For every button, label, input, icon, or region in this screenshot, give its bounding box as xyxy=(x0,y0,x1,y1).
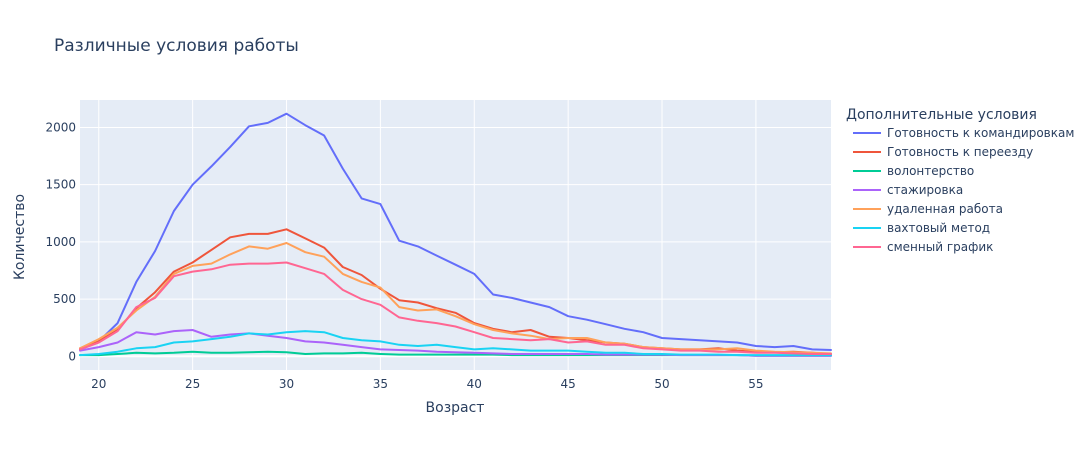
grid-lines xyxy=(80,100,831,370)
legend-title: Дополнительные условия xyxy=(846,107,1037,123)
series-line-7[interactable] xyxy=(79,261,832,355)
x-tick-label: 45 xyxy=(561,377,576,391)
legend-item-1[interactable]: Готовность к командировкам xyxy=(853,126,1074,140)
y-tick-label: 1000 xyxy=(45,235,76,249)
legend-item-4[interactable]: стажировка xyxy=(853,183,963,197)
x-tick-label: 20 xyxy=(91,377,106,391)
legend-item-6[interactable]: вахтовый метод xyxy=(853,221,990,235)
series-line-1[interactable] xyxy=(79,112,832,351)
series-lines xyxy=(79,112,832,357)
y-tick-label: 0 xyxy=(68,349,76,363)
legend-item-7[interactable]: сменный график xyxy=(853,240,993,254)
legend-label: Готовность к командировкам xyxy=(887,126,1074,140)
legend: Готовность к командировкам Готовность к п… xyxy=(853,126,1074,254)
legend-label: Готовность к переезду xyxy=(887,145,1033,159)
legend-label: стажировка xyxy=(887,183,963,197)
plot-area xyxy=(80,100,831,370)
legend-label: сменный график xyxy=(887,240,993,254)
legend-label: волонтерство xyxy=(887,164,974,178)
x-tick-label: 40 xyxy=(467,377,482,391)
legend-item-3[interactable]: волонтерство xyxy=(853,164,974,178)
x-tick-label: 50 xyxy=(654,377,669,391)
y-tick-label: 1500 xyxy=(45,178,76,192)
x-axis-title: Возраст xyxy=(426,400,485,416)
chart-title: Различные условия работы xyxy=(54,36,299,56)
axis-ticks: 20 25 30 35 40 45 50 55 0 500 1000 1500 2000 xyxy=(45,120,763,391)
x-tick-label: 25 xyxy=(185,377,200,391)
x-tick-label: 35 xyxy=(373,377,388,391)
x-tick-label: 30 xyxy=(279,377,294,391)
x-tick-label: 55 xyxy=(748,377,763,391)
y-tick-label: 500 xyxy=(53,292,76,306)
y-tick-label: 2000 xyxy=(45,120,76,134)
y-axis-title: Количество xyxy=(12,194,28,280)
series-line-6[interactable] xyxy=(79,330,832,357)
legend-label: удаленная работа xyxy=(887,202,1003,216)
legend-item-2[interactable]: Готовность к переезду xyxy=(853,145,1033,159)
series-line-5[interactable] xyxy=(79,242,832,355)
legend-item-5[interactable]: удаленная работа xyxy=(853,202,1003,216)
legend-label: вахтовый метод xyxy=(887,221,990,235)
